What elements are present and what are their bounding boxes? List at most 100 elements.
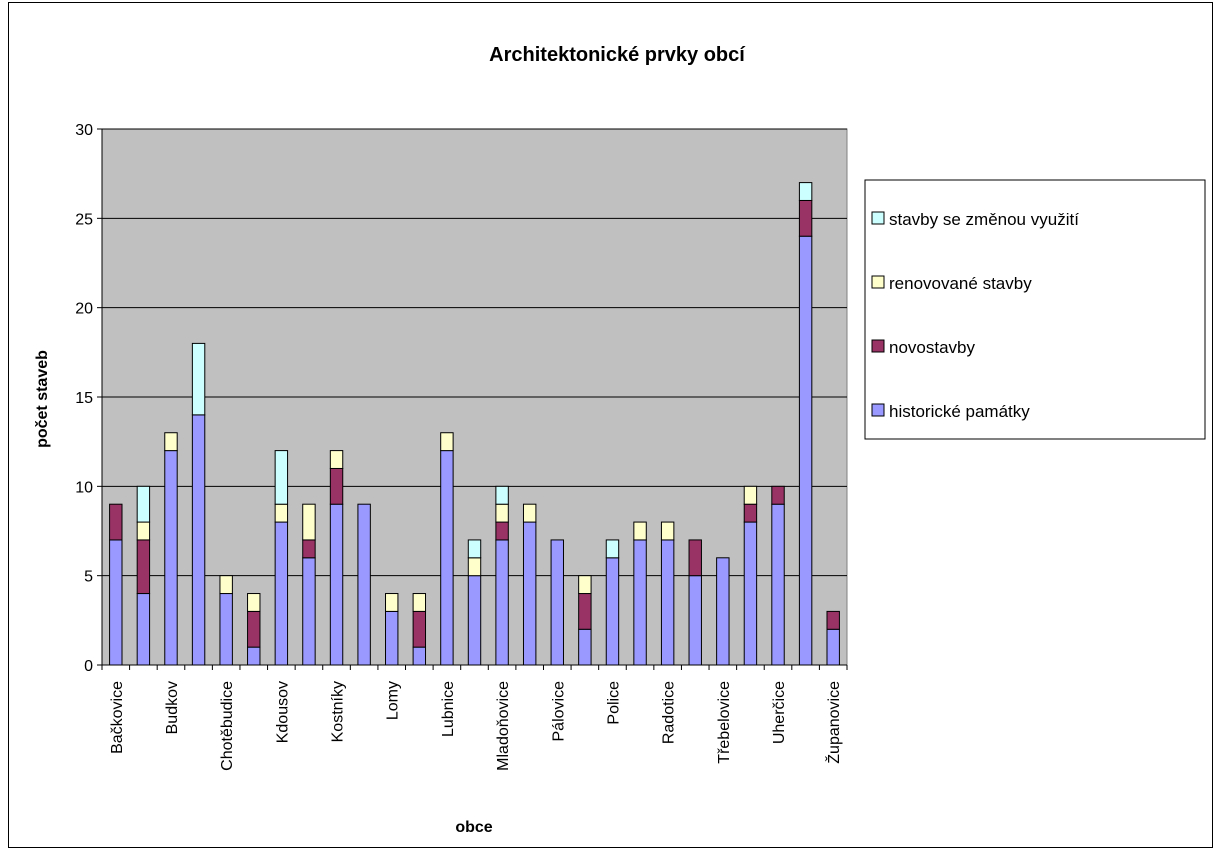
x-tick-label: Mladoňovice [495, 681, 512, 771]
bar-segment-series-2 [412, 593, 427, 612]
legend-swatch [871, 403, 885, 417]
x-tick-label: Županovice [824, 681, 843, 764]
y-tick-label: 0 [84, 658, 93, 675]
bar-segment-series-0 [550, 539, 564, 666]
x-tick-label: Pálovice [550, 681, 567, 742]
bar-segment-series-0 [136, 593, 151, 666]
bar-segment-series-2 [247, 593, 261, 612]
y-tick-label: 20 [75, 301, 93, 318]
bar-segment-series-0 [412, 646, 427, 666]
bar-segment-series-3 [495, 485, 509, 505]
bar-segment-series-1 [247, 610, 261, 648]
x-tick-label: Police [605, 681, 622, 725]
legend-label: novostavby [889, 338, 975, 357]
bar-segment-series-0 [440, 450, 454, 666]
legend-label: renovované stavby [889, 274, 1032, 293]
bar-segment-series-0 [191, 414, 206, 666]
bar-segment-series-1 [302, 539, 316, 559]
bar-segment-series-0 [247, 646, 261, 666]
bar-segment-series-2 [495, 503, 509, 523]
legend-swatch [871, 275, 885, 289]
legend-label: stavby se změnou využití [889, 210, 1079, 229]
bar-segment-series-2 [136, 521, 151, 541]
chart-frame: Architektonické prvky obcí počet staveb … [8, 2, 1213, 848]
bar-segment-series-1 [826, 610, 840, 630]
bar-segment-series-3 [274, 450, 289, 505]
bar-segment-series-0 [578, 628, 592, 666]
plot-area: 0 5 10 15 20 25 30 Bačkovice Budkov Chotěbudice Kd… [75, 122, 848, 771]
bar-segment-series-2 [467, 557, 482, 577]
bar-segment-series-1 [329, 467, 344, 505]
bar-segment-series-2 [164, 432, 178, 452]
bar-segment-series-0 [743, 521, 758, 666]
bar-segment-series-0 [109, 539, 123, 666]
bar-segment-series-1 [495, 521, 509, 541]
bar-segment-series-0 [302, 557, 316, 666]
bar-segment-series-2 [743, 485, 758, 505]
bar-segment-series-0 [495, 539, 509, 666]
bar-segment-series-0 [329, 503, 344, 666]
x-tick-label: Uherčice [771, 681, 788, 744]
bar-segment-series-0 [219, 593, 233, 666]
bar-segment-series-2 [440, 432, 454, 452]
x-axis-label: obce [455, 819, 492, 836]
bar-segment-series-0 [274, 521, 289, 666]
bar-segment-series-1 [771, 485, 785, 505]
bar-segment-series-0 [826, 628, 840, 666]
x-tick-label: Chotěbudice [219, 681, 236, 771]
bar-segment-series-1 [136, 539, 151, 595]
y-tick-label: 30 [75, 122, 93, 139]
bar-segment-series-2 [302, 503, 316, 541]
bar-segment-series-2 [633, 521, 647, 541]
bar-segment-series-1 [578, 593, 592, 630]
bar-segment-series-0 [164, 450, 178, 666]
bar-segment-series-3 [798, 182, 813, 201]
bar-segment-series-0 [660, 539, 675, 666]
y-tick-label: 10 [75, 479, 93, 496]
bar-segment-series-2 [522, 503, 537, 523]
bar-segment-series-1 [688, 539, 702, 577]
bar-segment-series-0 [771, 503, 785, 666]
bar-segment-series-3 [136, 485, 151, 523]
bar-segment-series-2 [274, 503, 289, 523]
bar-segment-series-2 [660, 521, 675, 541]
legend-label: historické památky [889, 402, 1030, 421]
bar-segment-series-1 [798, 199, 813, 237]
bar-segment-series-1 [743, 503, 758, 523]
bar-segment-series-0 [605, 557, 620, 666]
bar-segment-series-0 [716, 557, 730, 666]
bar-segment-series-0 [798, 235, 813, 666]
legend: stavby se změnou využití renovované stavb… [864, 179, 1206, 440]
bar-segment-series-0 [633, 539, 647, 666]
bar-segment-series-2 [385, 593, 399, 612]
y-tick-label: 25 [75, 211, 93, 228]
bar-segment-series-1 [109, 503, 123, 541]
bar-segment-series-2 [219, 575, 233, 595]
y-axis-label: počet staveb [34, 350, 51, 448]
legend-swatch [871, 339, 885, 353]
x-tick-label: Kostníky [330, 681, 347, 742]
x-tick-label: Lomy [385, 681, 402, 720]
x-tick-label: Bačkovice [109, 681, 126, 754]
chart-svg: Architektonické prvky obcí počet staveb … [34, 44, 1206, 836]
chart-title: Architektonické prvky obcí [489, 44, 746, 66]
bar-segment-series-2 [578, 575, 592, 595]
x-tick-label: Lubnice [440, 681, 457, 737]
x-tick-label: Radotice [661, 681, 678, 744]
x-tick-label: Třebelovice [716, 681, 733, 764]
x-tick-label: Kdousov [274, 681, 291, 743]
bar-segment-series-0 [357, 503, 371, 666]
bar-segment-series-3 [467, 539, 482, 559]
bar-segment-series-3 [191, 342, 206, 416]
x-tick-label: Budkov [164, 681, 181, 734]
bar-segment-series-3 [605, 539, 620, 559]
bar-segment-series-0 [688, 575, 702, 666]
y-tick-label: 5 [84, 569, 93, 586]
bar-segment-series-0 [385, 610, 399, 666]
bar-segment-series-1 [412, 610, 427, 648]
legend-box [864, 179, 1206, 440]
bar-segment-series-0 [522, 521, 537, 666]
bar-segment-series-0 [467, 575, 482, 666]
bar-segment-series-2 [329, 450, 344, 469]
y-tick-label: 15 [75, 390, 93, 407]
